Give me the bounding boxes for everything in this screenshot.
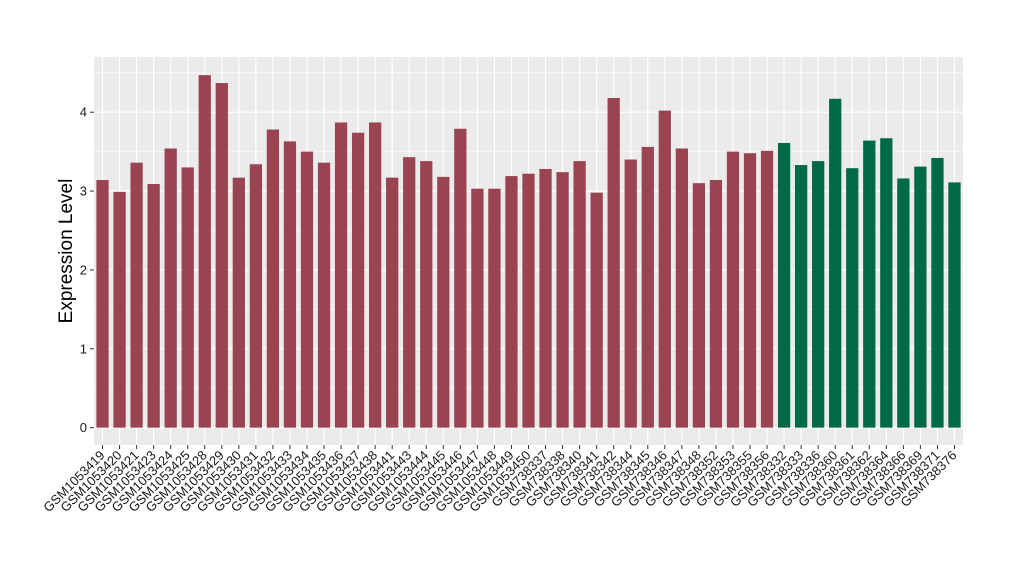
bars <box>96 75 961 428</box>
bar <box>760 150 774 428</box>
bar <box>777 142 791 428</box>
bar <box>437 176 450 428</box>
bar <box>948 182 961 428</box>
y-tick-label: 2 <box>80 262 87 277</box>
bar <box>675 148 688 428</box>
bar <box>164 148 177 428</box>
bar <box>641 146 654 428</box>
y-tick-label: 4 <box>80 105 87 120</box>
bar <box>522 173 535 428</box>
bar <box>607 98 620 428</box>
y-axis: 0 1 2 3 4 <box>80 105 94 435</box>
bar <box>880 138 893 428</box>
bar <box>471 188 484 428</box>
bar <box>266 129 280 428</box>
bar <box>113 191 126 428</box>
bar <box>386 177 399 428</box>
bar <box>334 122 348 428</box>
bar <box>931 157 944 428</box>
bar <box>573 161 586 428</box>
bar <box>743 153 757 428</box>
bar <box>232 177 245 428</box>
bar <box>488 188 501 428</box>
bar <box>317 162 331 428</box>
bar <box>914 166 927 428</box>
bar <box>505 176 518 428</box>
bar <box>794 165 808 428</box>
bar <box>198 75 211 428</box>
bar <box>215 83 228 428</box>
bar <box>590 192 603 428</box>
bar <box>300 151 314 428</box>
bar <box>846 168 859 428</box>
bar <box>624 159 637 428</box>
bar <box>351 132 365 428</box>
bar <box>556 172 569 428</box>
bar <box>147 183 160 428</box>
y-tick-label: 3 <box>80 184 87 199</box>
bar <box>658 110 671 428</box>
bar <box>454 128 467 428</box>
x-axis: GSM1053419GSM1053420GSM1053421GSM1053423… <box>40 445 960 515</box>
bar <box>403 157 416 428</box>
bar <box>539 168 552 428</box>
bar <box>283 141 297 428</box>
bar <box>829 98 842 428</box>
bar <box>369 122 382 428</box>
bar <box>897 178 910 428</box>
bar <box>130 162 143 428</box>
y-tick-label: 0 <box>80 420 87 435</box>
bar <box>812 161 825 428</box>
y-axis-title: Expression Level <box>56 179 77 324</box>
bar <box>96 180 109 428</box>
y-tick-label: 1 <box>80 341 87 356</box>
bar <box>181 167 194 428</box>
bar <box>709 180 723 428</box>
bar <box>692 183 706 428</box>
bar <box>249 164 263 428</box>
bar <box>420 161 433 428</box>
bar <box>863 140 876 428</box>
bar <box>726 151 740 428</box>
